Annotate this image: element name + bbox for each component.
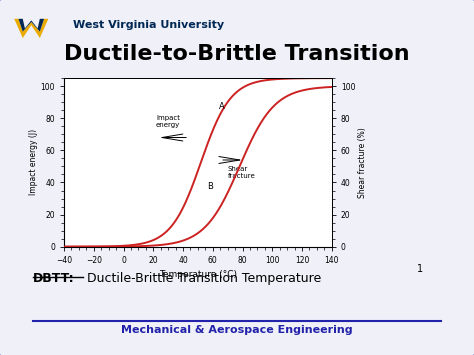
X-axis label: Temperature (°C): Temperature (°C) bbox=[159, 270, 237, 279]
Text: Ductile-Brittle Transition Temperature: Ductile-Brittle Transition Temperature bbox=[83, 272, 321, 285]
Text: Mechanical & Aerospace Engineering: Mechanical & Aerospace Engineering bbox=[121, 325, 353, 335]
Text: Ductile-to-Brittle Transition: Ductile-to-Brittle Transition bbox=[64, 44, 410, 64]
Text: West Virginia University: West Virginia University bbox=[73, 20, 225, 29]
Text: Impact
energy: Impact energy bbox=[156, 115, 180, 128]
Polygon shape bbox=[14, 19, 48, 38]
Text: Shear
fracture: Shear fracture bbox=[228, 166, 255, 179]
Text: 1: 1 bbox=[417, 264, 423, 274]
Polygon shape bbox=[18, 19, 44, 32]
Y-axis label: Impact energy (J): Impact energy (J) bbox=[29, 129, 38, 196]
Text: A: A bbox=[219, 102, 225, 111]
Text: DBTT:: DBTT: bbox=[33, 272, 75, 285]
Text: B: B bbox=[207, 182, 213, 191]
Y-axis label: Shear fracture (%): Shear fracture (%) bbox=[358, 127, 367, 198]
